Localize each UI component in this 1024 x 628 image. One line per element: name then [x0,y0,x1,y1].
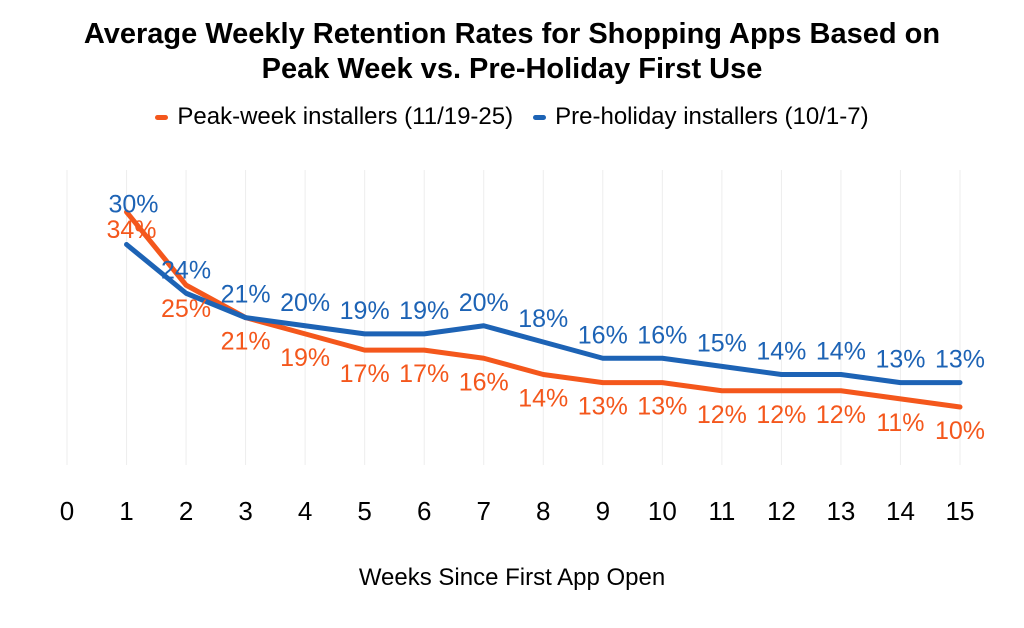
x-tick-label: 14 [886,496,915,526]
data-label: 25% [161,295,211,323]
legend-label-peak-week: Peak-week installers (11/19-25) [177,103,514,130]
data-label: 16% [637,321,687,349]
x-tick-label: 11 [708,496,735,526]
data-label: 17% [340,360,390,388]
series-line-peak-week [124,209,963,410]
data-label: 21% [221,281,271,309]
x-tick-label: 4 [298,496,312,526]
legend-item-peak-week: Peak-week installers (11/19-25) [155,103,513,131]
x-tick-label: 2 [179,496,193,526]
data-label: 24% [161,256,211,284]
legend: Peak-week installers (11/19-25) Pre-holi… [0,103,1024,131]
x-tick-label: 6 [417,496,431,526]
peak-week-series-dash-icon [155,114,169,120]
chart-title-line-1: Average Weekly Retention Rates for Shopp… [83,18,941,50]
x-tick-label: 12 [767,496,796,526]
data-label: 10% [935,417,985,445]
data-label: 14% [756,338,806,366]
data-label: 15% [697,329,747,357]
data-label: 34% [107,216,157,244]
data-label: 20% [280,289,330,317]
data-label: 19% [340,297,390,325]
data-label: 17% [399,360,449,388]
data-label: 12% [697,401,747,429]
pre-holiday-series-dash-icon [533,114,547,120]
data-label: 14% [816,338,866,366]
x-tick-label: 8 [536,496,550,526]
data-label: 16% [578,321,628,349]
data-label: 12% [756,401,806,429]
x-tick-label: 15 [946,496,975,526]
data-label: 13% [875,346,925,374]
data-label: 19% [399,297,449,325]
data-label: 13% [935,346,985,374]
x-tick-label: 9 [596,496,610,526]
series-line-pre-holiday [124,242,963,386]
x-tick-label: 7 [476,496,490,526]
data-label: 30% [109,191,159,219]
x-tick-label: 1 [119,496,133,526]
legend-item-pre-holiday: Pre-holiday installers (10/1-7) [533,103,869,131]
chart-title: Average Weekly Retention Rates for Shopp… [0,17,1024,87]
x-tick-label: 13 [826,496,855,526]
chart-title-line-2: Peak Week vs. Pre-Holiday First Use [261,53,763,85]
legend-label-pre-holiday: Pre-holiday installers (10/1-7) [555,103,869,130]
data-label: 12% [816,401,866,429]
data-label: 20% [459,289,509,317]
data-label: 19% [280,344,330,372]
x-tick-label: 5 [357,496,371,526]
data-label: 14% [518,385,568,413]
data-label: 13% [578,393,628,421]
x-tick-label: 3 [238,496,252,526]
data-label: 18% [518,305,568,333]
x-axis-title: Weeks Since First App Open [358,564,666,591]
data-label: 21% [221,328,271,356]
x-tick-label: 0 [60,496,74,526]
data-label: 16% [459,368,509,396]
data-label: 11% [876,409,924,437]
data-label: 13% [637,393,687,421]
x-tick-label: 10 [648,496,677,526]
